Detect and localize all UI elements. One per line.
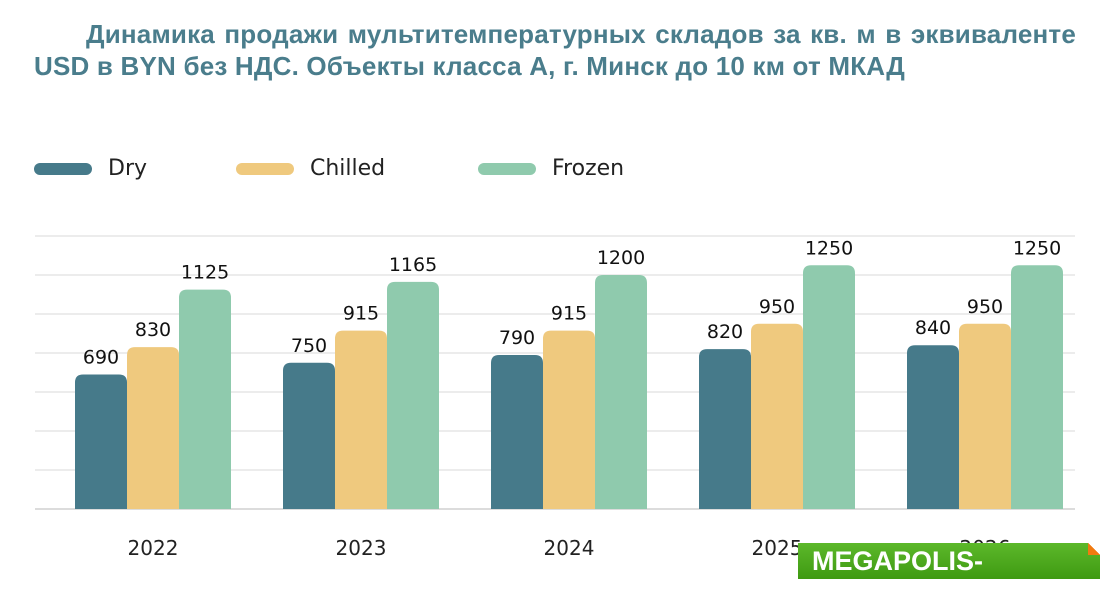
data-label: 790 [499,327,535,349]
bar-dry [491,354,543,509]
data-label: 750 [291,335,327,357]
data-label: 950 [967,296,1003,318]
bar-dry [283,362,335,509]
bar-frozen [595,275,647,509]
bar-chilled [127,347,179,509]
bar-dry [699,349,751,509]
x-tick-label: 2025 [752,536,803,560]
data-label: 1165 [389,254,437,276]
data-label: 1250 [1013,237,1061,259]
data-label: 950 [759,296,795,318]
data-label: 830 [135,319,171,341]
legend-label: Chilled [310,156,386,181]
bar-dry [907,345,959,509]
bar-chilled [543,330,595,509]
legend-item-frozen: Frozen [478,156,624,181]
bar-chilled [959,323,1011,509]
legend-item-dry: Dry [34,156,147,181]
legend-swatch [236,162,294,175]
data-label: 1125 [181,262,229,284]
data-label: 915 [551,303,587,325]
bar-frozen [1011,265,1063,509]
bar-chart: 2022 690 830 1125 2023 750 915 1165 2024 790 915 12… [35,235,1075,560]
data-label: 1200 [597,247,645,269]
legend-label: Dry [108,156,148,181]
legend-label: Frozen [552,156,625,181]
data-label: 1250 [805,237,853,259]
bar-frozen [387,281,439,509]
data-label: 840 [915,317,951,339]
data-label: 690 [83,346,119,368]
data-label: 820 [707,321,743,343]
legend-item-chilled: Chilled [236,156,385,181]
x-tick-label: 2022 [128,536,179,560]
watermark-fold-corner [1088,543,1100,555]
watermark-logo: MEGAPOLIS-REAL.BY [798,543,1100,612]
data-label: 915 [343,303,379,325]
bar-frozen [179,289,231,509]
legend-swatch [34,162,92,175]
legend-swatch [478,162,536,175]
bar-frozen [803,265,855,509]
x-tick-label: 2024 [544,536,595,560]
bar-dry [75,374,127,509]
bar-chilled [335,330,387,509]
chart-title: Динамика продажи мультитемпературных скл… [34,19,1076,81]
x-tick-label: 2023 [336,536,387,560]
bar-chilled [751,323,803,509]
